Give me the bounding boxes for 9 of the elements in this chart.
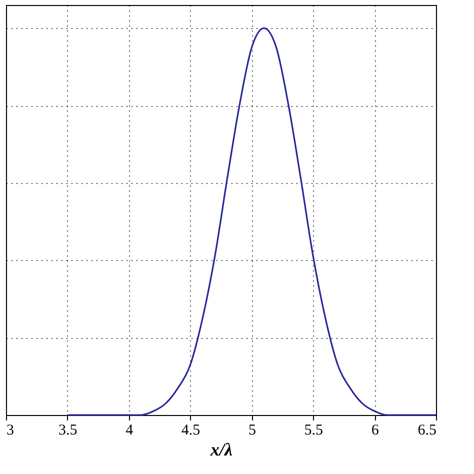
x-tick-label: 3	[6, 422, 14, 438]
x-tick-label: 5.5	[304, 422, 324, 438]
x-tick-label: 4.5	[181, 422, 200, 438]
x-axis-title: x/λ	[210, 440, 232, 460]
x-tick-label: 6	[371, 422, 380, 438]
x-tick-label: 6.5	[418, 422, 436, 438]
x-tick-label: 3.5	[58, 422, 78, 438]
x-tick-label: 4	[126, 422, 134, 438]
x-tick-label: 5	[248, 422, 256, 438]
